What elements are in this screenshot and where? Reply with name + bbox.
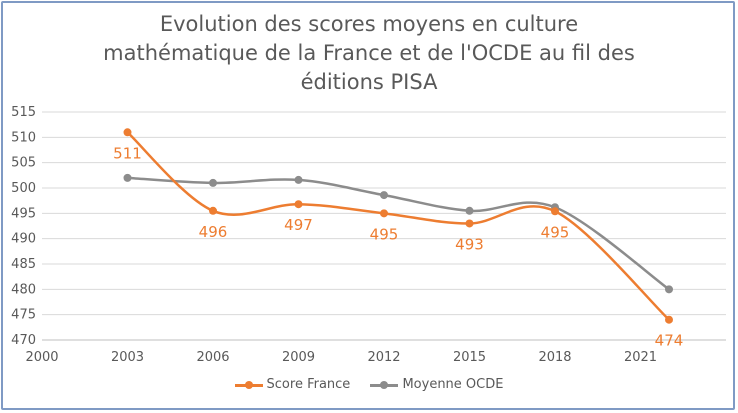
legend-swatch-ocde bbox=[370, 380, 399, 390]
chart-title-line-3: éditions PISA bbox=[300, 70, 438, 94]
data-label-france-2009: 497 bbox=[284, 216, 313, 234]
point-france-2012 bbox=[380, 209, 388, 218]
point-ocde-2012 bbox=[380, 191, 388, 200]
point-france-2009 bbox=[294, 200, 303, 209]
point-france-2015 bbox=[465, 219, 474, 228]
x-tick-label-2012: 2012 bbox=[367, 350, 400, 365]
data-label-france-2012: 495 bbox=[370, 225, 399, 243]
point-ocde-2022 bbox=[665, 285, 673, 294]
data-label-france-2006: 496 bbox=[199, 223, 228, 241]
legend: Score France Moyenne OCDE bbox=[0, 377, 738, 394]
y-tick-label-490: 490 bbox=[11, 232, 36, 247]
point-ocde-2015 bbox=[465, 206, 474, 215]
x-tick-label-2003: 2003 bbox=[111, 350, 144, 365]
x-tick-label-2009: 2009 bbox=[282, 350, 315, 365]
point-ocde-2003 bbox=[123, 173, 132, 182]
chart-title-line-1: Evolution des scores moyens en culture bbox=[159, 12, 579, 36]
data-label-france-2022: 474 bbox=[655, 332, 684, 350]
point-ocde-2006 bbox=[209, 178, 217, 187]
point-ocde-2009 bbox=[294, 175, 303, 184]
y-tick-label-505: 505 bbox=[11, 156, 36, 171]
point-france-2018 bbox=[551, 207, 559, 216]
y-tick-label-500: 500 bbox=[11, 181, 36, 196]
legend-label-ocde: Moyenne OCDE bbox=[402, 377, 504, 392]
x-tick-label-2015: 2015 bbox=[453, 350, 486, 365]
y-tick-label-470: 470 bbox=[11, 333, 36, 348]
point-france-2003 bbox=[123, 128, 132, 137]
y-tick-label-480: 480 bbox=[11, 282, 36, 297]
x-tick-label-2000: 2000 bbox=[25, 350, 58, 365]
y-tick-label-485: 485 bbox=[11, 257, 36, 272]
x-tick-label-2006: 2006 bbox=[196, 350, 229, 365]
y-tick-label-515: 515 bbox=[11, 105, 36, 120]
data-label-france-2018: 495 bbox=[541, 223, 570, 241]
chart-title: Evolution des scores moyens en culture m… bbox=[0, 10, 738, 97]
y-tick-label-510: 510 bbox=[11, 130, 36, 145]
y-tick-label-475: 475 bbox=[11, 308, 36, 323]
x-tick-label-2021: 2021 bbox=[624, 350, 657, 365]
point-france-2006 bbox=[209, 206, 217, 215]
data-label-france-2015: 493 bbox=[455, 235, 484, 253]
y-tick-label-495: 495 bbox=[11, 206, 36, 221]
chart-title-line-2: mathématique de la France et de l'OCDE a… bbox=[103, 41, 635, 65]
point-france-2022 bbox=[665, 315, 673, 324]
legend-item-ocde[interactable]: Moyenne OCDE bbox=[370, 377, 503, 392]
legend-label-france: Score France bbox=[266, 377, 351, 392]
x-tick-label-2018: 2018 bbox=[538, 350, 571, 365]
legend-swatch-france bbox=[234, 380, 263, 390]
legend-item-france[interactable]: Score France bbox=[234, 377, 351, 392]
data-label-france-2003: 511 bbox=[113, 144, 142, 162]
